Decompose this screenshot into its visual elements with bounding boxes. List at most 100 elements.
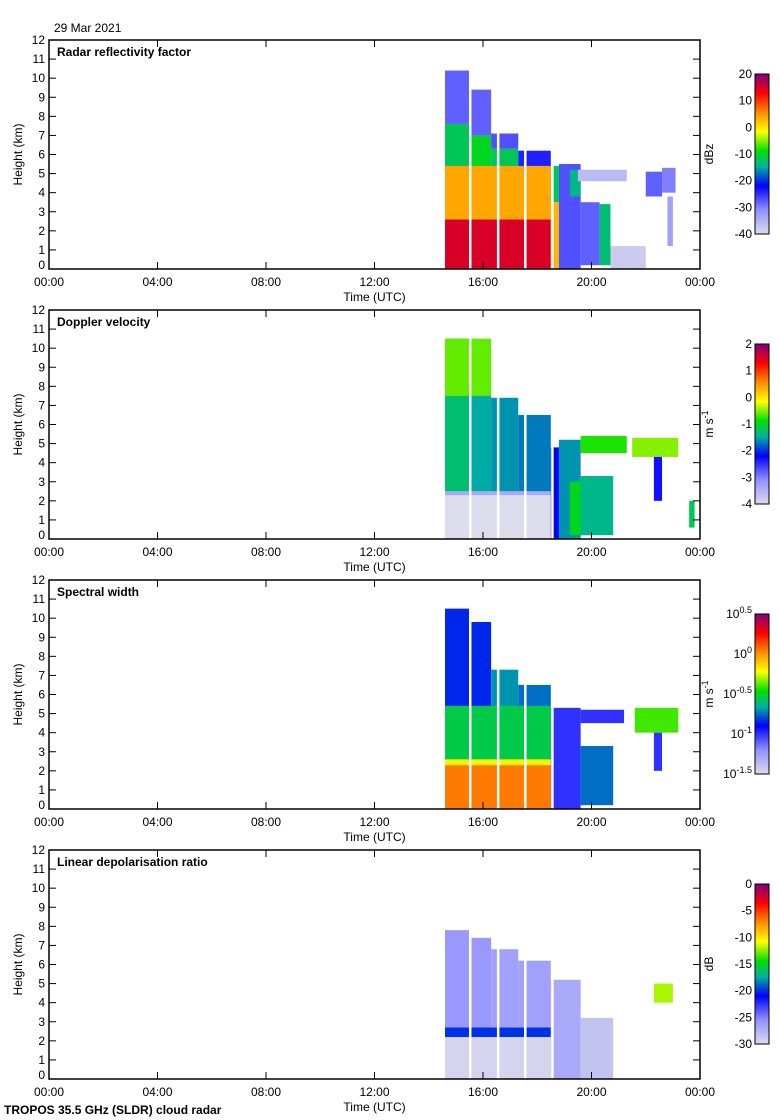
- y-tick-label: 11: [33, 322, 46, 336]
- colorbar-tick-label: 10-1: [731, 725, 752, 741]
- y-tick-label: 6: [38, 958, 45, 972]
- colorbar-tick-label: -10: [735, 147, 753, 161]
- y-tick-label: 7: [38, 398, 45, 412]
- colorbar-tick-label: 100.5: [726, 605, 752, 621]
- x-axis-label: Time (UTC): [343, 290, 405, 304]
- y-tick-label: 10: [32, 881, 46, 895]
- y-tick-label: 0: [38, 798, 45, 812]
- x-tick-label: 04:00: [142, 275, 172, 289]
- colorbar-tick-label: 0: [745, 877, 752, 891]
- x-axis-label: Time (UTC): [343, 830, 405, 844]
- y-tick-label: 6: [38, 688, 45, 702]
- colorbar: [754, 343, 770, 505]
- panel-title: Linear depolarisation ratio: [57, 855, 208, 869]
- y-tick-label: 4: [38, 996, 45, 1010]
- y-tick-label: 2: [38, 764, 45, 778]
- data-gap: [524, 310, 527, 539]
- data-cell: [580, 1017, 614, 1079]
- colorbar-unit-label: m s-1: [700, 680, 716, 707]
- x-axis-label: Time (UTC): [343, 560, 405, 574]
- date-label: 29 Mar 2021: [54, 21, 122, 35]
- colorbar-unit-label: dBz: [702, 144, 716, 165]
- data-cell: [662, 167, 676, 193]
- data-cell: [667, 196, 673, 247]
- data-cell: [550, 979, 581, 1079]
- data-cell: [445, 930, 470, 1028]
- x-axis-label: Time (UTC): [343, 1100, 405, 1114]
- data-gap: [524, 850, 527, 1079]
- y-tick-label: 8: [38, 919, 45, 933]
- x-tick-label: 08:00: [251, 815, 281, 829]
- data-gap: [551, 310, 554, 539]
- data-gap: [551, 580, 554, 809]
- data-cell: [518, 684, 551, 706]
- y-tick-label: 10: [32, 71, 46, 85]
- colorbar-tick-label: 0: [745, 390, 752, 404]
- data-cell: [580, 476, 614, 536]
- data-gap: [468, 850, 472, 1079]
- data-cell: [580, 709, 625, 724]
- data-cell: [518, 960, 551, 1028]
- data-cell: [445, 608, 470, 706]
- y-tick-label: 0: [38, 1068, 45, 1082]
- y-tick-label: 4: [38, 186, 45, 200]
- y-tick-label: 9: [38, 360, 45, 374]
- colorbar-tick-label: 2: [745, 337, 752, 351]
- data-cell: [491, 669, 519, 706]
- x-tick-label: 00:00: [34, 275, 64, 289]
- footer-label: TROPOS 35.5 GHz (SLDR) cloud radar: [4, 1103, 222, 1117]
- y-tick-label: 6: [38, 418, 45, 432]
- y-tick-label: 7: [38, 938, 45, 952]
- y-tick-label: 2: [38, 1034, 45, 1048]
- y-tick-label: 3: [38, 475, 45, 489]
- data-cell: [550, 165, 559, 203]
- x-tick-label: 00:00: [685, 545, 715, 559]
- colorbar-tick-label: -2: [741, 444, 752, 458]
- y-axis-label: Height (km): [11, 663, 25, 725]
- panel-title: Doppler velocity: [57, 315, 151, 329]
- data-cell: [599, 204, 611, 266]
- y-tick-label: 5: [38, 167, 45, 181]
- colorbar-tick-label: -10: [735, 930, 753, 944]
- y-tick-label: 5: [38, 707, 45, 721]
- y-tick-label: 11: [33, 52, 46, 66]
- colorbar-tick-label: -25: [735, 1010, 753, 1024]
- y-tick-label: 9: [38, 90, 45, 104]
- y-tick-label: 4: [38, 726, 45, 740]
- colorbar-tick-label: 1: [745, 364, 752, 378]
- y-axis-label: Height (km): [11, 933, 25, 995]
- x-tick-label: 04:00: [142, 545, 172, 559]
- x-tick-label: 00:00: [685, 815, 715, 829]
- x-tick-label: 00:00: [34, 1085, 64, 1099]
- colorbar-tick-label: -15: [735, 957, 753, 971]
- y-tick-label: 11: [33, 592, 46, 606]
- x-tick-label: 00:00: [685, 275, 715, 289]
- colorbar-tick-label: -1: [741, 417, 752, 431]
- x-tick-label: 12:00: [359, 545, 389, 559]
- x-tick-label: 16:00: [468, 1085, 498, 1099]
- y-axis-label: Height (km): [11, 123, 25, 185]
- x-tick-label: 00:00: [34, 815, 64, 829]
- x-tick-label: 16:00: [468, 545, 498, 559]
- y-tick-label: 9: [38, 630, 45, 644]
- data-cell: [469, 89, 492, 136]
- y-tick-label: 11: [33, 862, 46, 876]
- y-tick-label: 1: [38, 1053, 45, 1067]
- data-cell: [518, 414, 551, 492]
- y-tick-label: 3: [38, 1015, 45, 1029]
- colorbar-tick-label: -40: [735, 227, 753, 241]
- y-tick-label: 8: [38, 109, 45, 123]
- data-cell: [580, 435, 627, 454]
- x-tick-label: 16:00: [468, 815, 498, 829]
- data-gap: [524, 580, 527, 809]
- y-tick-label: 0: [38, 528, 45, 542]
- data-cell: [689, 500, 695, 528]
- colorbar-tick-label: 100: [734, 645, 752, 661]
- colorbar-tick-label: -4: [741, 497, 752, 511]
- data-cell: [653, 732, 663, 771]
- colorbar-tick-label: -30: [735, 1037, 753, 1051]
- colorbar-tick-label: 10-1.5: [723, 765, 752, 781]
